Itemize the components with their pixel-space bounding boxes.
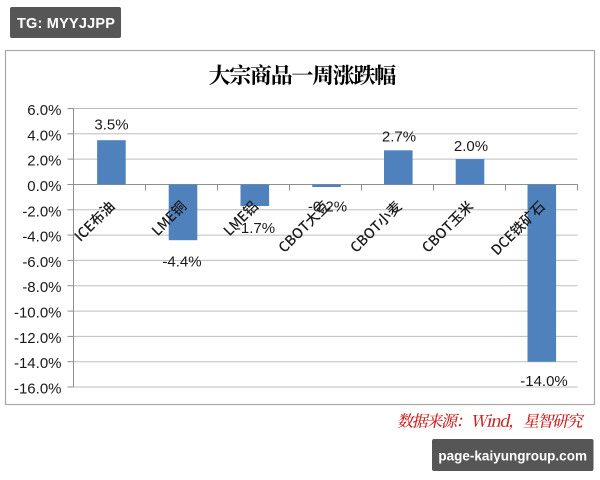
svg-text:4.0%: 4.0% <box>27 127 61 144</box>
svg-text:-8.0%: -8.0% <box>22 279 61 296</box>
svg-text:0.0%: 0.0% <box>27 178 61 195</box>
svg-text:TG: MYYJJPP: TG: MYYJJPP <box>17 16 115 32</box>
svg-text:-4.0%: -4.0% <box>22 229 61 246</box>
svg-text:page-kaiyungroup.com: page-kaiyungroup.com <box>438 448 587 463</box>
svg-text:-0.2%: -0.2% <box>308 199 347 216</box>
svg-text:-14.0%: -14.0% <box>520 373 568 390</box>
svg-text:-1.7%: -1.7% <box>236 220 275 237</box>
svg-text:2.7%: 2.7% <box>382 129 416 146</box>
svg-text:3.5%: 3.5% <box>94 117 128 134</box>
svg-text:2.0%: 2.0% <box>27 153 61 170</box>
svg-text:-10.0%: -10.0% <box>14 305 62 322</box>
svg-text:-4.4%: -4.4% <box>162 254 201 271</box>
svg-text:-16.0%: -16.0% <box>14 381 62 398</box>
svg-text:-12.0%: -12.0% <box>14 330 62 347</box>
svg-text:-2.0%: -2.0% <box>22 203 61 220</box>
svg-text:2.0%: 2.0% <box>454 138 488 155</box>
svg-text:-14.0%: -14.0% <box>14 355 62 372</box>
svg-text:6.0%: 6.0% <box>27 102 61 119</box>
svg-text:-6.0%: -6.0% <box>22 254 61 271</box>
